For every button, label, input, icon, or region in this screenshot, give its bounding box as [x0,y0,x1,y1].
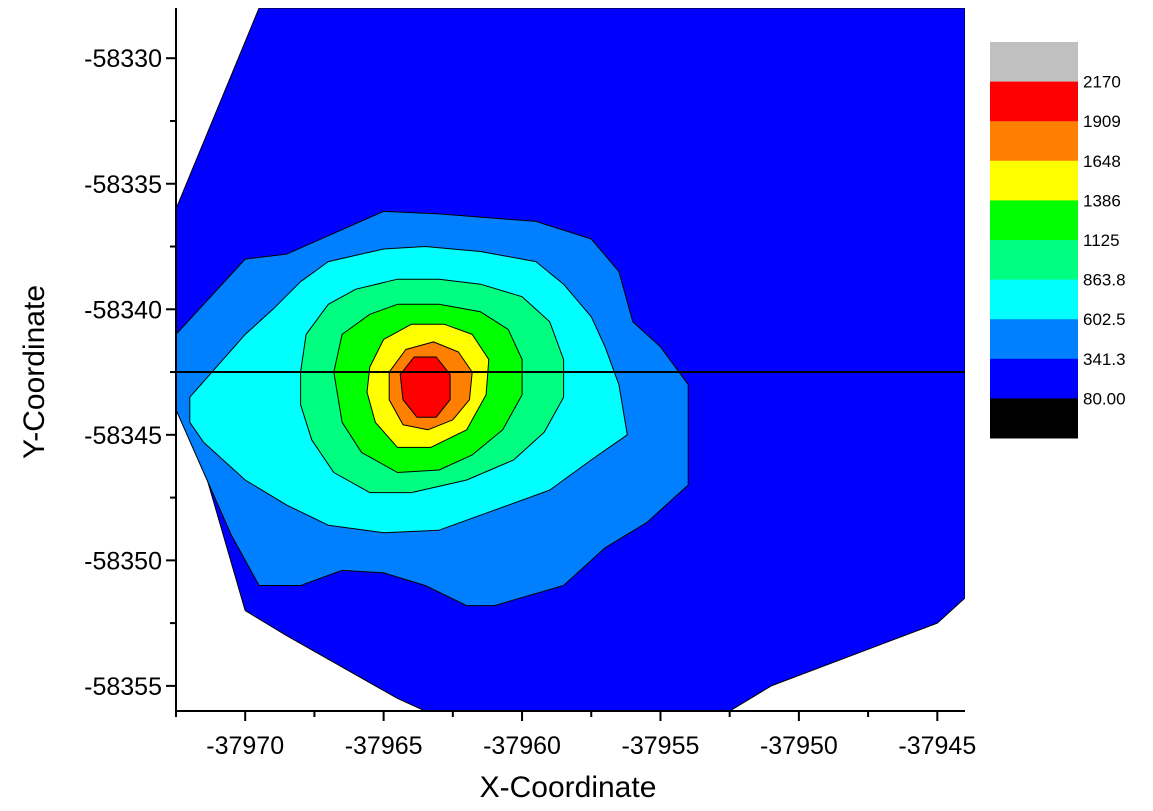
x-tick-label: -37960 [483,732,561,760]
legend-level-label: 80.00 [1083,389,1126,408]
y-axis-ticks: -58330 -58335 -58340 -58345 -58350 -58355 [84,45,176,701]
contour-regions [176,8,965,711]
legend-level-label: 1125 [1083,231,1120,250]
legend-swatch [990,160,1078,201]
x-tick-label: -37950 [760,732,838,760]
legend-swatch [990,398,1078,439]
x-tick-label: -37945 [898,732,976,760]
legend-swatch [990,319,1078,360]
legend-level-label: 602.5 [1083,310,1126,329]
legend-swatch [990,358,1078,399]
legend-swatch [990,81,1078,122]
x-axis-ticks: -37970 -37965 -37960 -37955 -37950 -37945 [175,711,976,760]
x-tick-label: -37955 [622,732,700,760]
legend-level-label: 341.3 [1083,350,1126,369]
x-tick-label: -37965 [345,732,423,760]
legend-swatch [990,42,1078,83]
y-tick-label: -58350 [84,547,162,575]
legend-level-label: 1909 [1083,112,1121,131]
legend-swatch [990,279,1078,320]
legend-level-label: 1648 [1083,152,1121,171]
x-axis-title: X-Coordinate [480,771,657,804]
legend-swatch [990,240,1078,281]
x-tick-label: -37970 [206,732,284,760]
legend-swatch [990,200,1078,241]
y-tick-label: -58335 [84,171,162,199]
y-axis-title: Y-Coordinate [18,285,51,459]
y-tick-label: -58330 [84,45,162,73]
y-tick-label: -58340 [84,296,162,324]
y-tick-label: -58355 [84,673,162,701]
legend-level-label: 1386 [1083,191,1121,210]
legend-level-label: 2170 [1083,73,1121,92]
color-scale-legend: 2170 1909 1648 1386 1125 863.8 602.5 341.3 80.00 [990,42,1126,439]
axes [175,8,965,712]
legend-level-label: 863.8 [1083,271,1126,290]
y-tick-label: -58345 [84,422,162,450]
legend-swatch [990,121,1078,162]
